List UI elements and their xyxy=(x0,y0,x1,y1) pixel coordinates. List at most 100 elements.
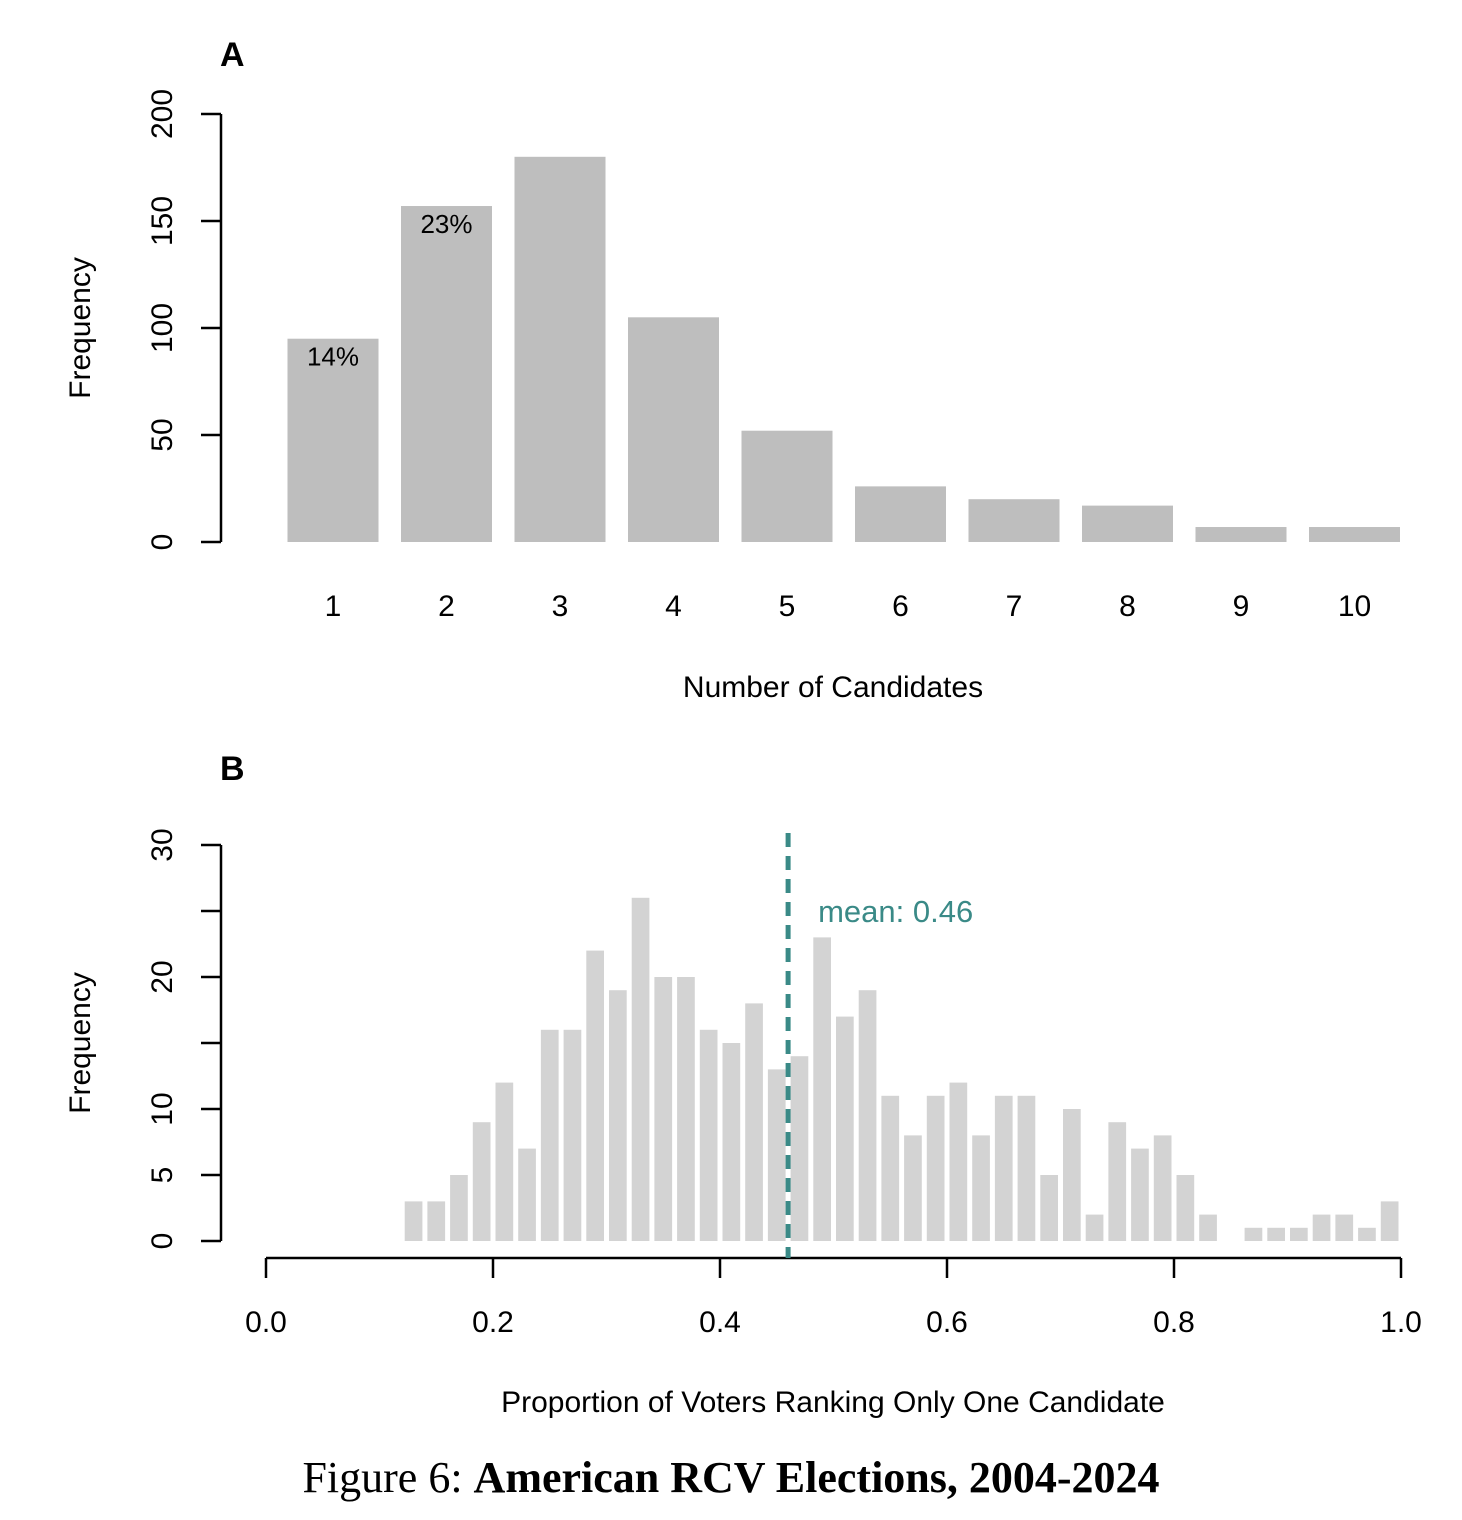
y-tick-label-150: 150 xyxy=(146,196,179,246)
x-tick-label-1.0: 1.0 xyxy=(1380,1306,1422,1339)
histogram-bar xyxy=(858,990,877,1241)
x-tick-label-7: 7 xyxy=(1006,590,1023,623)
histogram-bar xyxy=(1176,1175,1195,1241)
x-tick-label-3: 3 xyxy=(552,590,569,623)
bar-10 xyxy=(1309,527,1400,542)
bar-2 xyxy=(401,206,492,542)
histogram-bar xyxy=(1335,1214,1354,1241)
bar-label-1: 14% xyxy=(307,342,359,372)
bar-4 xyxy=(628,317,719,542)
histogram-bar xyxy=(1244,1227,1263,1241)
panel-a-bar-labels: 14% 23% xyxy=(307,209,473,372)
histogram-bar xyxy=(609,990,627,1241)
histogram-bar xyxy=(949,1082,968,1241)
y-tick-label-0: 0 xyxy=(146,1233,179,1250)
y-tick-label-100: 100 xyxy=(146,303,179,353)
x-tick-label-0.6: 0.6 xyxy=(926,1306,968,1339)
bar-3 xyxy=(514,156,606,543)
histogram-bar xyxy=(1040,1175,1058,1241)
panel-a-letter: A xyxy=(220,36,245,74)
figure-caption: Figure 6: American RCV Elections, 2004-2… xyxy=(0,1452,1462,1512)
histogram-bar xyxy=(881,1095,900,1241)
histogram-bar xyxy=(1380,1201,1399,1241)
histogram-bar xyxy=(654,977,673,1241)
panel-a-x-axis-title: Number of Candidates xyxy=(683,671,983,704)
histogram-bar xyxy=(722,1043,741,1241)
histogram-bar xyxy=(427,1201,446,1241)
panel-b: B 0 5 10 20 30 0.0 0.2 0.4 0.6 0.8 1.0 mean: 0.46… xyxy=(64,750,1422,1419)
caption-title: American RCV Elections, 2004-2024 xyxy=(473,1453,1160,1502)
panel-b-mean-label: mean: 0.46 xyxy=(818,894,973,929)
histogram-bar xyxy=(404,1201,423,1241)
panel-b-x-axis-title: Proportion of Voters Ranking Only One Ca… xyxy=(501,1386,1165,1419)
x-tick-label-6: 6 xyxy=(892,590,909,623)
panel-a-y-axis-title: Frequency xyxy=(64,257,97,399)
x-tick-label-0.0: 0.0 xyxy=(245,1306,287,1339)
histogram-bar xyxy=(813,937,831,1241)
caption-prefix: Figure 6: xyxy=(302,1453,463,1502)
histogram-bar xyxy=(994,1095,1013,1241)
bar-8 xyxy=(1082,505,1173,542)
panel-b-letter: B xyxy=(220,750,245,788)
histogram-bar xyxy=(972,1135,990,1241)
x-tick-label-0.4: 0.4 xyxy=(699,1306,741,1339)
histogram-bar xyxy=(518,1148,536,1241)
histogram-bar xyxy=(1358,1227,1376,1241)
histogram-bar xyxy=(495,1082,514,1241)
y-tick-label-20: 20 xyxy=(146,960,179,993)
bar-5 xyxy=(741,430,833,542)
histogram-bar xyxy=(1017,1095,1036,1241)
histogram-bar xyxy=(1199,1214,1217,1241)
y-tick-label-0: 0 xyxy=(146,534,179,551)
x-tick-label-5: 5 xyxy=(779,590,796,623)
panel-b-bars xyxy=(404,897,1399,1241)
histogram-bar xyxy=(1312,1214,1331,1241)
histogram-bar xyxy=(631,897,650,1241)
x-tick-label-0.2: 0.2 xyxy=(472,1306,514,1339)
histogram-bar xyxy=(1085,1214,1104,1241)
histogram-bar xyxy=(767,1069,786,1241)
x-tick-label-4: 4 xyxy=(665,590,682,623)
histogram-bar xyxy=(450,1175,468,1241)
panel-b-x-axis: 0.0 0.2 0.4 0.6 0.8 1.0 xyxy=(245,1256,1422,1339)
x-tick-label-1: 1 xyxy=(325,590,342,623)
x-tick-label-10: 10 xyxy=(1338,590,1371,623)
histogram-bar xyxy=(1153,1135,1172,1241)
histogram-bar xyxy=(790,1056,809,1241)
panel-a-x-tick-labels: 1 2 3 4 5 6 7 8 9 10 xyxy=(325,590,1372,623)
histogram-bar xyxy=(677,977,695,1241)
y-tick-label-10: 10 xyxy=(146,1092,179,1125)
bar-6 xyxy=(855,486,946,542)
histogram-bar xyxy=(586,950,604,1241)
y-tick-label-200: 200 xyxy=(146,89,179,139)
y-tick-label-50: 50 xyxy=(146,418,179,451)
x-tick-label-0.8: 0.8 xyxy=(1153,1306,1195,1339)
panel-a: A 14% 23% 0 50 100 150 200 1 2 3 4 5 6 7 8 9 10 Number… xyxy=(64,36,1400,704)
x-tick-label-2: 2 xyxy=(438,590,455,623)
histogram-bar xyxy=(1290,1227,1308,1241)
bar-7 xyxy=(968,499,1060,542)
panel-b-y-axis-title: Frequency xyxy=(64,972,97,1114)
histogram-bar xyxy=(540,1029,559,1241)
y-tick-label-30: 30 xyxy=(146,828,179,861)
y-tick-label-5: 5 xyxy=(146,1167,179,1184)
histogram-bar xyxy=(563,1029,582,1241)
bar-1 xyxy=(287,338,379,542)
panel-a-y-axis: 0 50 100 150 200 xyxy=(146,89,223,551)
histogram-bar xyxy=(1267,1227,1285,1241)
panel-b-y-axis: 0 5 10 20 30 xyxy=(146,828,223,1250)
histogram-bar xyxy=(472,1122,491,1241)
histogram-bar xyxy=(699,1029,718,1241)
histogram-bar xyxy=(745,1003,763,1241)
histogram-bar xyxy=(1131,1148,1149,1241)
x-tick-label-9: 9 xyxy=(1233,590,1250,623)
histogram-bar xyxy=(926,1095,945,1241)
x-tick-label-8: 8 xyxy=(1119,590,1136,623)
histogram-bar xyxy=(904,1135,922,1241)
histogram-bar xyxy=(1063,1109,1081,1241)
panel-a-bars xyxy=(287,156,1400,543)
histogram-bar xyxy=(836,1016,854,1241)
histogram-bar xyxy=(1108,1122,1127,1241)
bar-9 xyxy=(1195,527,1287,542)
